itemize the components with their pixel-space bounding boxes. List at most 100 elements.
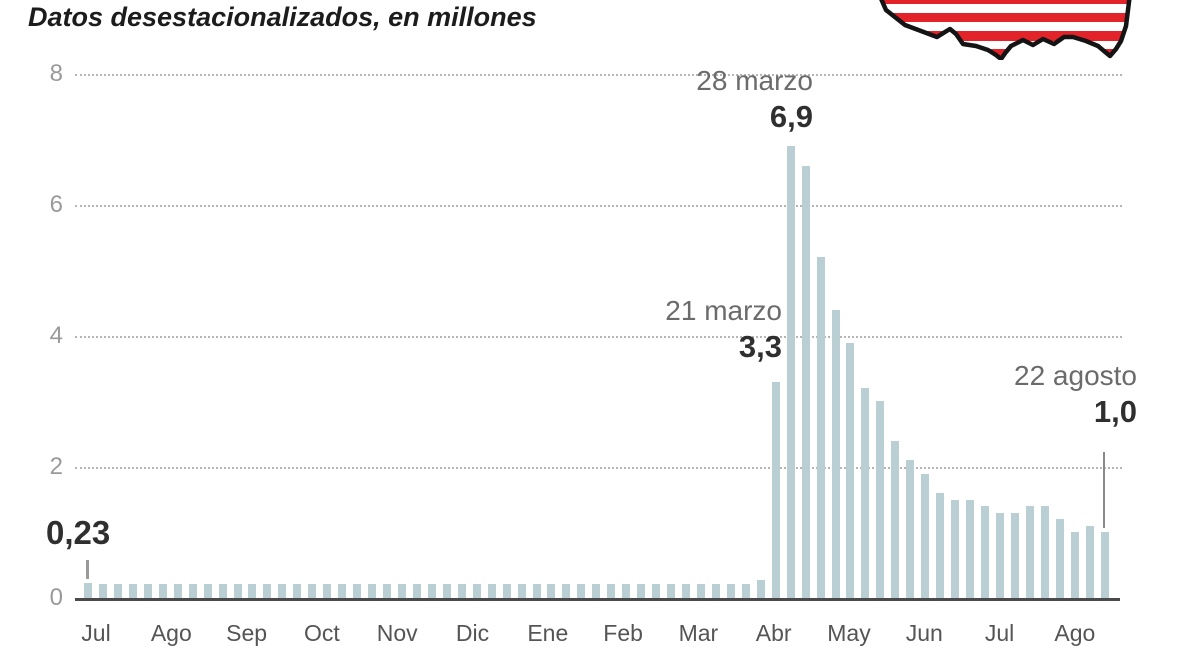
bar-week-59: [966, 500, 975, 598]
bar-week-3: [128, 584, 137, 598]
annotation-value-label: 3,3: [738, 329, 782, 364]
bar-week-23: [427, 584, 436, 598]
bar-week-64: [1040, 506, 1049, 598]
x-axis-baseline: [75, 598, 1120, 601]
gridline-8: [75, 74, 1122, 76]
bar-week-27: [487, 584, 496, 598]
y-axis-label-8: 8: [49, 60, 63, 87]
bar-week-21: [397, 584, 406, 598]
bar-week-14: [293, 584, 302, 598]
bar-week-25: [457, 584, 466, 598]
bar-week-5: [158, 584, 167, 598]
x-axis-month-3: Oct: [304, 620, 340, 646]
bar-week-37: [637, 584, 646, 598]
bar-week-16: [323, 584, 332, 598]
bar-week-12: [263, 584, 272, 598]
bar-week-65: [1055, 519, 1064, 598]
infographic-page: { "title": "Datos desestacionalizados, e…: [28, 0, 1170, 646]
bar-week-54: [891, 441, 900, 598]
x-axis-month-10: May: [827, 620, 871, 646]
annotation-date-label: 28 marzo: [696, 65, 813, 96]
bar-week-35: [607, 584, 616, 598]
bar-week-50: [831, 310, 840, 598]
gridline-2: [75, 467, 1122, 469]
annotation-first-tick: [86, 560, 89, 579]
y-axis-label-4: 4: [49, 322, 63, 349]
bar-week-60: [981, 506, 989, 598]
x-axis-month-9: Abr: [755, 620, 792, 646]
bar-week-7: [188, 584, 197, 598]
bar-week-40: [682, 584, 690, 598]
bar-week-33: [577, 584, 586, 598]
bar-week-15: [308, 584, 317, 598]
bar-week-67: [1085, 526, 1094, 598]
y-axis-label-0: 0: [49, 584, 63, 611]
x-axis-month-4: Nov: [376, 620, 418, 646]
bar-week-31: [547, 584, 556, 598]
bar-week-43: [726, 584, 735, 598]
annotation-first-value: 0,23: [46, 514, 111, 551]
bar-week-51: [846, 343, 855, 598]
bar-week-8: [203, 584, 212, 598]
bar-week-22: [412, 584, 421, 598]
gridline-6: [75, 205, 1122, 207]
bar-week-68: [1100, 532, 1109, 598]
bar-week-4: [143, 584, 152, 598]
bar-week-55: [906, 460, 915, 598]
bar-week-63: [1025, 506, 1034, 598]
chart-subtitle: Datos desestacionalizados, en millones: [28, 2, 537, 32]
bar-week-48: [801, 166, 810, 598]
x-axis-month-12: Jul: [984, 620, 1015, 646]
annotation-date-label: 22 agosto: [1014, 360, 1137, 391]
bar-week-62: [1010, 513, 1019, 598]
bar-week-19: [368, 584, 377, 598]
y-axis-label-6: 6: [49, 191, 63, 218]
bar-week-11: [248, 584, 257, 598]
x-axis-month-11: Jun: [905, 620, 943, 646]
bar-week-58: [951, 500, 960, 598]
bar-week-1: [98, 584, 107, 598]
annotation-value-label: 6,9: [769, 99, 813, 134]
x-axis-month-5: Dic: [455, 620, 490, 646]
bar-week-44: [741, 584, 750, 598]
annotation-28-marzo: 28 marzo 6,9: [613, 64, 813, 136]
bar-week-34: [592, 584, 601, 598]
bar-week-61: [995, 513, 1004, 598]
x-axis-month-6: Ene: [527, 620, 569, 646]
bar-week-57: [936, 493, 945, 598]
x-axis-month-13: Ago: [1054, 620, 1096, 646]
bar-week-52: [861, 388, 870, 598]
map-stripe-red: [864, 49, 1134, 58]
bar-week-66: [1070, 532, 1079, 598]
x-axis-month-8: Mar: [678, 620, 719, 646]
bar-week-45: [756, 580, 765, 598]
bar-week-18: [353, 584, 362, 598]
bar-week-24: [442, 584, 451, 598]
gridline-4: [75, 336, 1122, 338]
map-stripe-red: [864, 13, 1134, 22]
bar-week-17: [338, 584, 347, 598]
annotation-22-agosto: 22 agosto 1,0: [937, 359, 1137, 431]
bar-week-53: [876, 401, 885, 598]
x-axis-month-1: Ago: [150, 620, 192, 646]
bar-week-47: [786, 146, 795, 598]
bar-week-29: [517, 584, 526, 598]
bar-week-10: [233, 584, 242, 598]
annotation-value-label: 1,0: [1093, 394, 1137, 429]
bar-week-56: [921, 474, 930, 598]
bar-week-46: [771, 382, 780, 598]
bar-week-36: [622, 584, 631, 598]
bar-week-28: [502, 584, 511, 598]
bar-week-6: [173, 584, 182, 598]
bar-week-49: [816, 257, 825, 598]
bar-week-39: [667, 584, 676, 598]
bar-week-32: [562, 584, 571, 598]
annotation-last-tick: [1103, 452, 1105, 528]
map-stripe-red: [864, 31, 1134, 41]
bar-week-30: [532, 584, 541, 598]
annotation-date-label: 21 marzo: [665, 295, 782, 326]
bar-week-41: [696, 584, 705, 598]
us-map-flag-icon: [858, 0, 1170, 60]
bar-week-0: [84, 583, 92, 598]
x-axis-month-2: Sep: [226, 620, 268, 646]
